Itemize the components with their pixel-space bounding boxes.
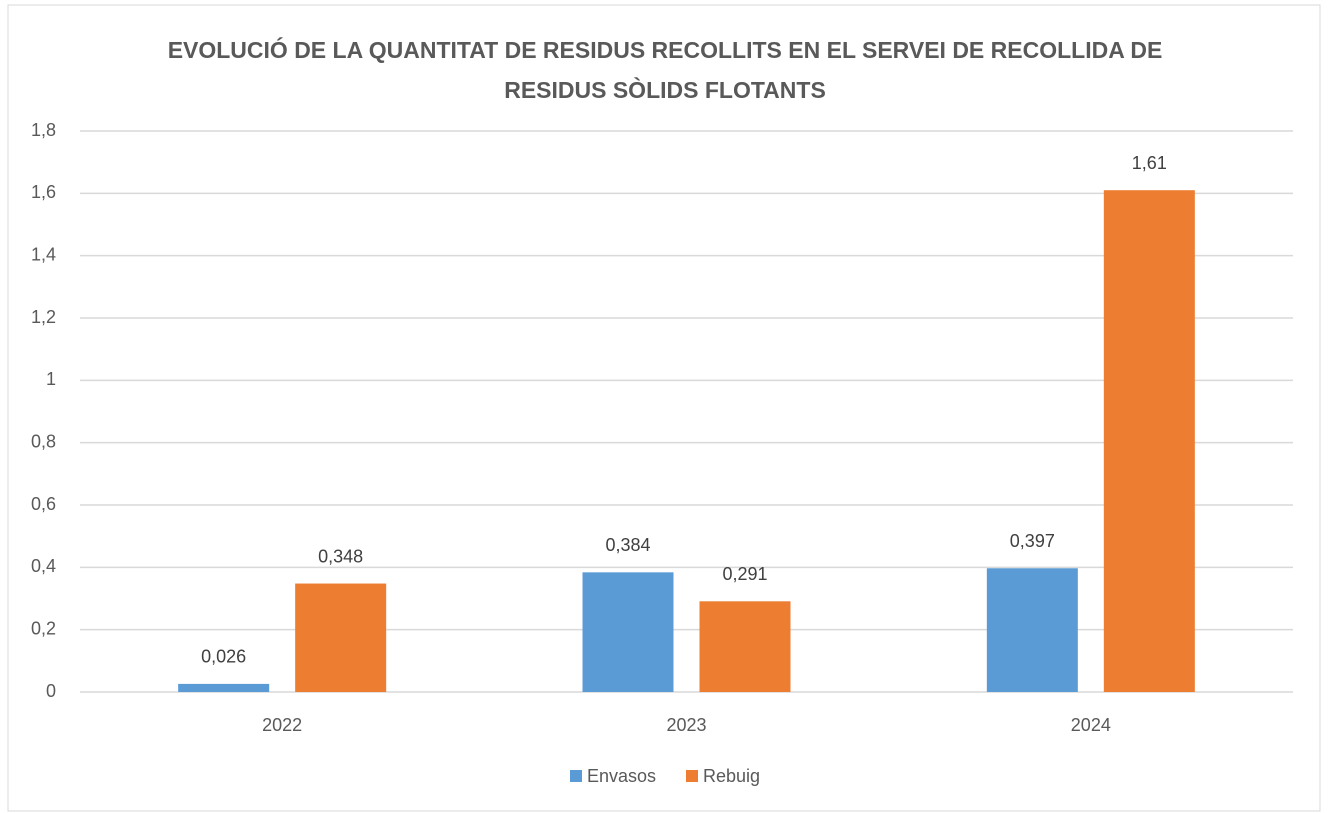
bar xyxy=(178,683,270,692)
legend-swatch xyxy=(570,770,582,782)
y-tick-label: 0 xyxy=(46,681,56,701)
data-label: 0,397 xyxy=(1010,531,1055,551)
bar xyxy=(295,583,387,692)
data-label: 0,384 xyxy=(605,535,650,555)
x-tick-label: 2023 xyxy=(666,715,706,735)
y-tick-label: 1,4 xyxy=(31,244,56,264)
bar xyxy=(1103,190,1195,692)
x-tick-label: 2024 xyxy=(1071,715,1111,735)
legend-label: Rebuig xyxy=(703,766,760,786)
y-tick-label: 1,8 xyxy=(31,120,56,140)
data-label: 0,026 xyxy=(201,647,246,667)
chart-title: EVOLUCIÓ DE LA QUANTITAT DE RESIDUS RECO… xyxy=(167,37,1163,103)
data-label: 1,61 xyxy=(1132,153,1167,173)
y-tick-label: 0,4 xyxy=(31,556,56,576)
y-tick-label: 1,2 xyxy=(31,307,56,327)
data-label: 0,291 xyxy=(722,564,767,584)
bar xyxy=(582,572,674,692)
y-tick-label: 1,6 xyxy=(31,182,56,202)
y-tick-label: 0,6 xyxy=(31,494,56,514)
y-tick-label: 0,2 xyxy=(31,618,56,638)
bar xyxy=(986,568,1078,692)
y-tick-label: 0,8 xyxy=(31,431,56,451)
data-label: 0,348 xyxy=(318,546,363,566)
bar xyxy=(699,601,791,692)
legend-swatch xyxy=(686,770,698,782)
legend-label: Envasos xyxy=(587,766,656,786)
x-tick-label: 2022 xyxy=(262,715,302,735)
y-tick-label: 1 xyxy=(46,369,56,389)
